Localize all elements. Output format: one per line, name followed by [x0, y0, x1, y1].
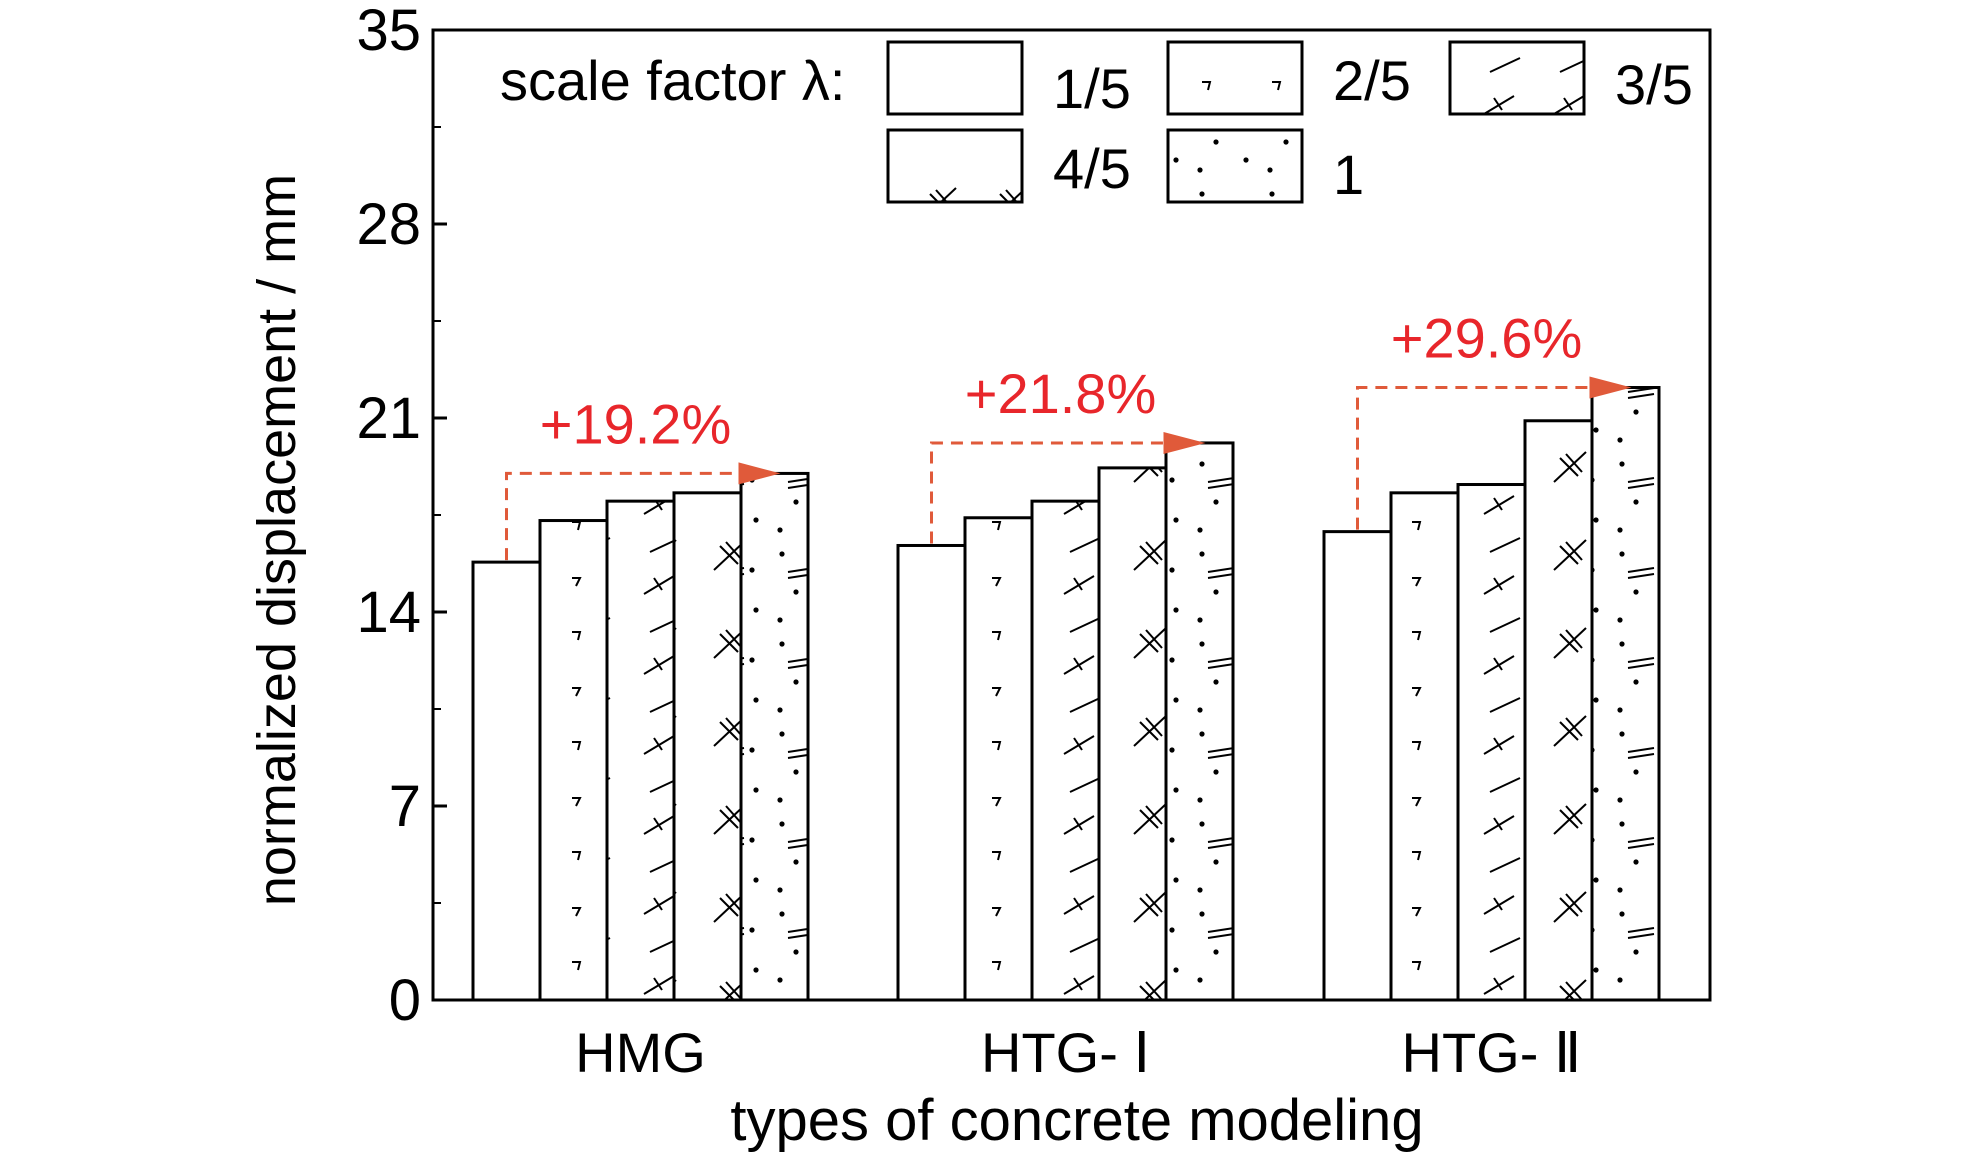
- y-tick-label: 28: [356, 192, 421, 257]
- annotations: +19.2% +21.8% +29.6%: [505, 307, 1632, 561]
- y-axis-label: normalized displacement / mm: [247, 174, 307, 906]
- annotation-label: +21.8%: [965, 362, 1157, 425]
- legend: scale factor λ: 1/5 2/5 3/5 4/5 1: [500, 40, 1693, 206]
- legend-swatch: [886, 40, 1024, 116]
- legend-label: 2/5: [1333, 49, 1411, 112]
- x-axis-label: types of concrete modeling: [730, 1088, 1423, 1153]
- x-axis: HMG HTG- Ⅰ HTG- Ⅱ: [575, 1021, 1581, 1084]
- legend-swatch: [886, 128, 1024, 204]
- bar-0-3: [672, 491, 743, 1002]
- y-tick-label: 0: [389, 968, 421, 1033]
- x-tick-label: HTG- Ⅰ: [981, 1021, 1150, 1084]
- bar-1-3: [1097, 466, 1168, 1002]
- legend-swatch: [1166, 128, 1304, 204]
- bar-2-2: [1456, 483, 1527, 1002]
- legend-label: 1: [1333, 143, 1364, 206]
- bars: [471, 386, 1661, 1002]
- annotation-arrow-line: [505, 471, 745, 561]
- legend-label: 4/5: [1053, 137, 1131, 200]
- bar-0-2: [605, 499, 676, 1002]
- annotation-arrow-line: [1356, 386, 1596, 530]
- annotation-arrowhead: [1163, 431, 1206, 454]
- bar-1-4: [1164, 441, 1235, 1002]
- legend-swatch: [1166, 40, 1304, 116]
- legend-label: 1/5: [1053, 57, 1131, 120]
- legend-label: 3/5: [1615, 53, 1693, 116]
- annotation-arrow-line: [930, 441, 1170, 544]
- bar-1-0: [896, 543, 967, 1002]
- x-tick-label: HMG: [575, 1021, 706, 1084]
- bar-1-2: [1030, 499, 1101, 1002]
- annotation-label: +19.2%: [540, 392, 732, 455]
- bar-2-4: [1590, 386, 1661, 1002]
- annotation-arrowhead: [738, 462, 781, 485]
- annotation-label: +29.6%: [1391, 307, 1583, 370]
- x-tick-label: HTG- Ⅱ: [1402, 1021, 1582, 1084]
- bar-0-4: [739, 471, 810, 1002]
- bar-2-0: [1322, 530, 1393, 1002]
- y-tick-label: 21: [356, 386, 421, 451]
- bar-2-1: [1389, 491, 1460, 1002]
- annotation-arrowhead: [1589, 376, 1632, 399]
- y-tick-label: 35: [356, 0, 421, 63]
- bar-1-1: [963, 516, 1034, 1002]
- bar-2-3: [1523, 419, 1594, 1002]
- legend-swatch: [1448, 40, 1586, 116]
- y-axis: 0 7 14 21 28 35: [356, 0, 447, 1033]
- y-tick-label: 7: [389, 774, 421, 839]
- bar-0-1: [538, 519, 609, 1002]
- legend-title: scale factor λ:: [500, 49, 845, 112]
- bar-0-0: [471, 560, 542, 1002]
- y-tick-label: 14: [356, 580, 421, 645]
